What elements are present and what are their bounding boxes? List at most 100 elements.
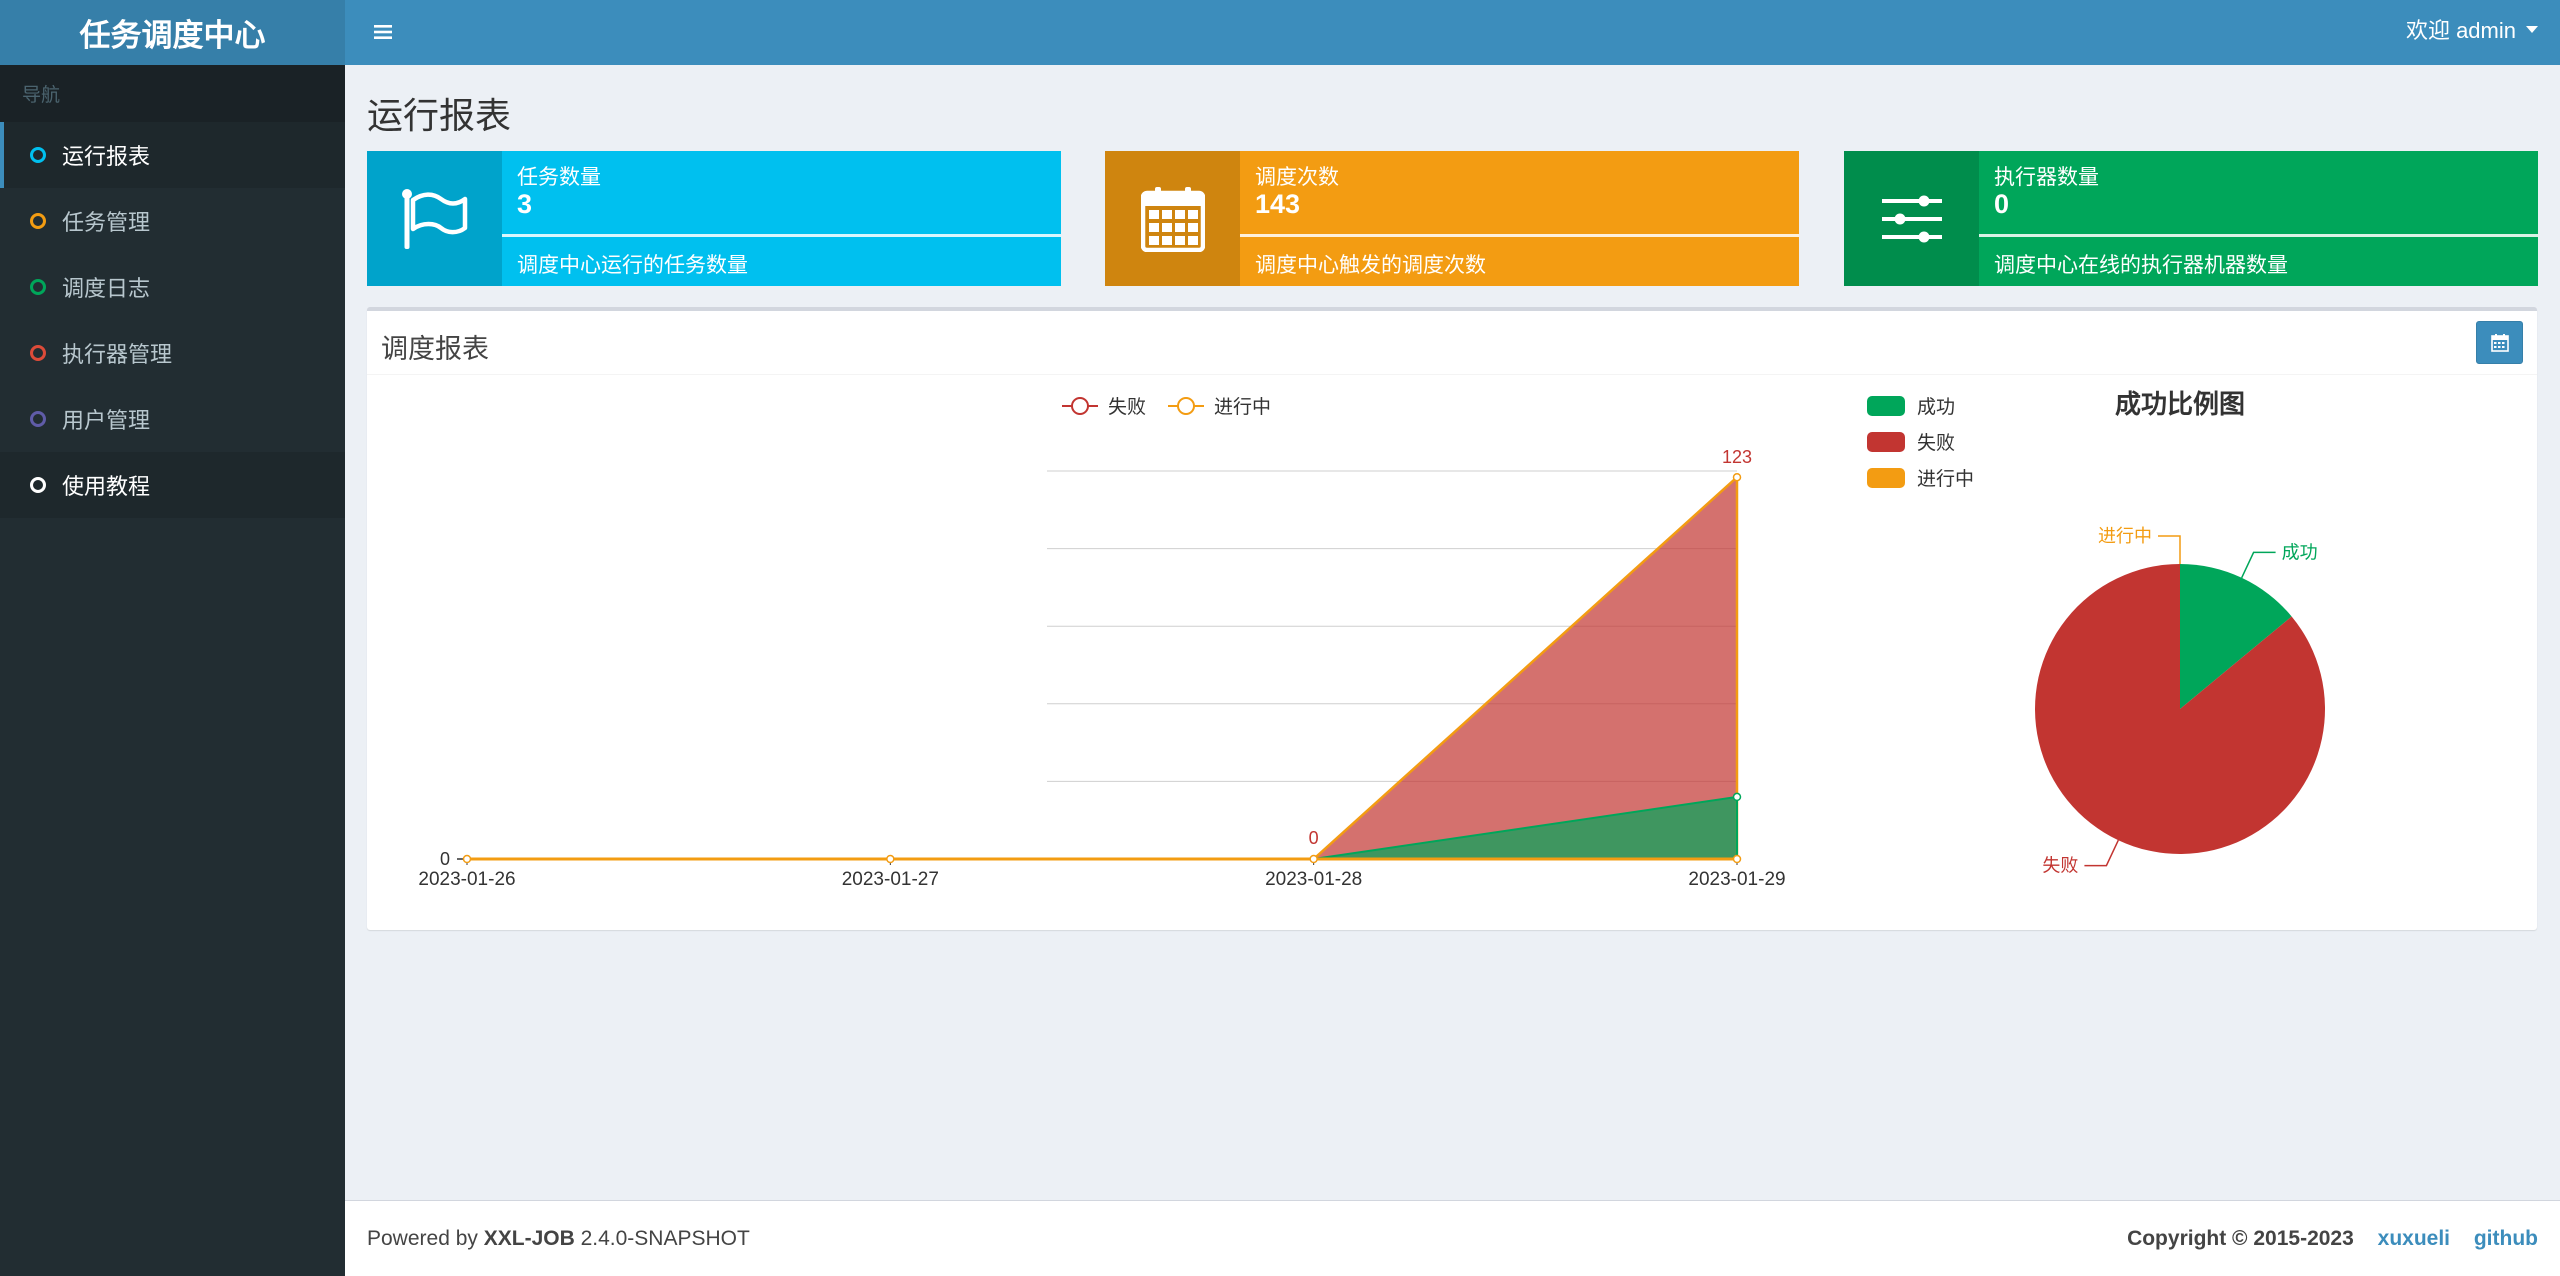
- user-menu[interactable]: 欢迎 admin: [2406, 0, 2538, 58]
- circle-icon: [30, 477, 46, 493]
- circle-icon: [30, 345, 46, 361]
- circle-icon: [30, 411, 46, 427]
- footer-powered-prefix: Powered by: [367, 1227, 484, 1250]
- info-box-label: 调度次数: [1255, 166, 1339, 189]
- flag-icon: [401, 188, 467, 249]
- legend-item: 进行中: [1168, 396, 1271, 418]
- app-logo[interactable]: 任务调度中心: [0, 0, 345, 65]
- data-label: 123: [1722, 447, 1752, 467]
- pie-leader-line: [2158, 535, 2181, 564]
- footer-link-author[interactable]: xuxueli: [2377, 1227, 2451, 1250]
- sidebar-item-report[interactable]: 运行报表: [0, 122, 345, 188]
- pie-slice: [2180, 564, 2292, 709]
- schedule-line-chart: 2023-01-26 2023-01-27 2023-01-28 2023-01-29…: [418, 396, 1785, 890]
- info-box-icon: [1844, 151, 1979, 286]
- calendar-icon: [2490, 333, 2509, 352]
- footer-copyright: Copyright © 2015-2023: [2127, 1227, 2354, 1250]
- info-box-number: 0: [1994, 189, 2010, 219]
- info-box-description: 调度中心触发的调度次数: [1255, 254, 1486, 277]
- pie-label: 进行中: [2098, 526, 2152, 546]
- hamburger-icon: [374, 25, 392, 39]
- report-box-header: 调度报表: [367, 311, 2537, 375]
- legend-label: 成功: [1917, 396, 1955, 418]
- legend-label: 进行中: [1917, 468, 1974, 490]
- data-point: [1309, 854, 1318, 864]
- sidebar-toggle-button[interactable]: [367, 16, 399, 48]
- top-navbar: 欢迎 admin: [345, 0, 2560, 65]
- x-tick-label: 2023-01-28: [1265, 869, 1362, 890]
- legend-item: 成功: [1867, 396, 1955, 418]
- report-title: 调度报表: [381, 334, 489, 364]
- info-box-icon: [1105, 151, 1240, 286]
- sidebar-item-tutorial[interactable]: 使用教程: [0, 452, 345, 518]
- pie-leader-line: [2241, 551, 2276, 579]
- legend-label: 进行中: [1214, 396, 1271, 418]
- x-tick-label: 2023-01-27: [842, 869, 939, 890]
- sidebar-item-label: 调度日志: [62, 276, 151, 301]
- data-label: 0: [440, 849, 450, 869]
- pie-slice: [2035, 564, 2325, 854]
- sliders-icon: [1881, 195, 1942, 242]
- sidebar-item-jobs[interactable]: 任务管理: [0, 188, 345, 254]
- pie-label: 成功: [2282, 542, 2318, 562]
- info-box-progress: [1979, 234, 2538, 237]
- info-box-content: 调度次数 143 调度中心触发的调度次数: [1240, 151, 1799, 286]
- welcome-text: 欢迎 admin: [2405, 18, 2516, 43]
- report-box: 调度报表 2023-01-26 2023-01-27 2023-01-28 2023-…: [367, 307, 2537, 930]
- data-point: [886, 854, 895, 864]
- info-box-triggers: 调度次数 143 调度中心触发的调度次数: [1105, 151, 1799, 286]
- sidebar-item-label: 运行报表: [62, 144, 151, 169]
- sidebar-item-executors[interactable]: 执行器管理: [0, 320, 345, 386]
- sidebar-item-label: 任务管理: [62, 210, 151, 235]
- pie-label: 失败: [2042, 856, 2078, 876]
- legend-label: 失败: [1917, 432, 1955, 454]
- date-range-button[interactable]: [2476, 321, 2523, 364]
- footer-copyright-block: Copyright © 2015-2023 xuxueli github: [2127, 1227, 2538, 1251]
- circle-icon: [30, 147, 46, 163]
- sidebar: 导航 运行报表 任务管理 调度日志 执行器管理 用户管理 使用教程: [0, 65, 345, 1276]
- circle-icon: [30, 213, 46, 229]
- info-box-description: 调度中心在线的执行器机器数量: [1994, 254, 2288, 277]
- main-content: 运行报表 任务数量 3 调度中心运行的任务数量: [345, 65, 2560, 1200]
- footer-powered: Powered by XXL-JOB 2.4.0-SNAPSHOT: [367, 1227, 750, 1251]
- x-tick-label: 2023-01-29: [1688, 869, 1785, 890]
- data-point: [1732, 792, 1742, 802]
- pie-title: 成功比例图: [2115, 389, 2245, 419]
- sidebar-item-label: 使用教程: [62, 474, 151, 499]
- sidebar-header: 导航: [0, 65, 345, 122]
- x-tick-label: 2023-01-26: [418, 869, 515, 890]
- data-point: [1732, 854, 1742, 864]
- info-box-icon: [367, 151, 502, 286]
- info-box-progress: [502, 234, 1061, 237]
- page-title: 运行报表: [367, 95, 512, 136]
- data-point: [1732, 472, 1742, 482]
- sidebar-item-logs[interactable]: 调度日志: [0, 254, 345, 320]
- pie-leader-line: [2084, 839, 2119, 867]
- legend-item: 失败: [1062, 396, 1146, 418]
- info-box-number: 3: [517, 189, 533, 219]
- footer-version: 2.4.0-SNAPSHOT: [574, 1227, 750, 1250]
- info-box-content: 执行器数量 0 调度中心在线的执行器机器数量: [1979, 151, 2538, 286]
- caret-down-icon: [2526, 25, 2538, 33]
- series-area-fail: [467, 474, 1739, 861]
- app-title: 任务调度中心: [79, 18, 266, 53]
- info-box-description: 调度中心运行的任务数量: [517, 254, 748, 277]
- legend-item: 失败: [1867, 432, 1955, 454]
- info-box-label: 执行器数量: [1994, 166, 2099, 189]
- info-box-jobs: 任务数量 3 调度中心运行的任务数量: [367, 151, 1061, 286]
- info-box-label: 任务数量: [517, 166, 601, 189]
- footer-link-github[interactable]: github: [2473, 1227, 2538, 1250]
- sidebar-item-label: 用户管理: [62, 408, 151, 433]
- legend-label: 失败: [1108, 396, 1146, 418]
- info-box-content: 任务数量 3 调度中心运行的任务数量: [502, 151, 1061, 286]
- info-box-executors: 执行器数量 0 调度中心在线的执行器机器数量: [1844, 151, 2538, 286]
- data-point: [462, 854, 472, 864]
- calendar-icon: [1140, 186, 1205, 252]
- circle-icon: [30, 279, 46, 295]
- sidebar-item-users[interactable]: 用户管理: [0, 386, 345, 452]
- legend-item: 进行中: [1867, 468, 1974, 490]
- footer-product: XXL-JOB: [483, 1227, 575, 1250]
- info-box-progress: [1240, 234, 1799, 237]
- footer: Powered by XXL-JOB 2.4.0-SNAPSHOT Copyri…: [345, 1200, 2560, 1276]
